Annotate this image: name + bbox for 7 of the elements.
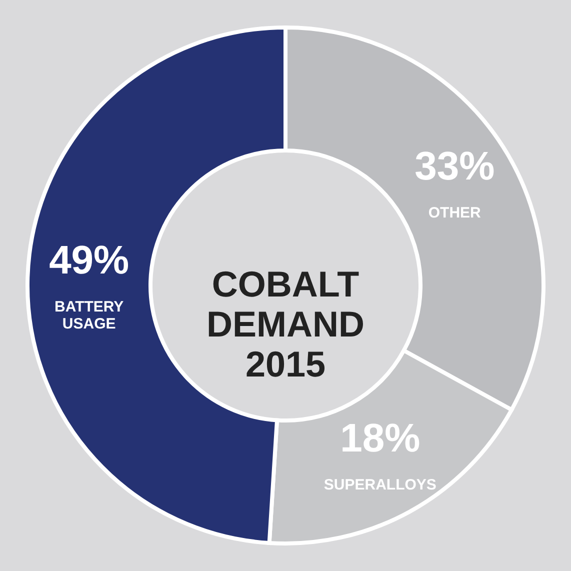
slice-label: BATTERY USAGE — [54, 298, 124, 332]
data-label: 18% — [340, 416, 420, 461]
data-label: 33% — [414, 144, 495, 188]
slice-label: OTHER — [428, 204, 482, 222]
text: COBALT DEMAND 2015 — [206, 264, 364, 384]
slice-label: SUPERALLOYS — [324, 476, 436, 494]
data-label: 49% — [49, 238, 130, 282]
